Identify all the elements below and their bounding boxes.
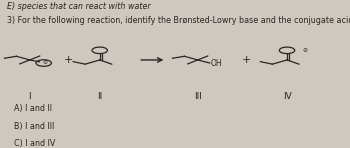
Text: ⊖: ⊖ <box>302 48 307 53</box>
Text: 3) For the following reaction, identify the Brønsted-Lowry base and the conjugat: 3) For the following reaction, identify … <box>7 16 350 25</box>
Text: IV: IV <box>283 92 291 101</box>
Text: C) I and IV: C) I and IV <box>14 139 55 148</box>
Text: II: II <box>97 92 102 101</box>
Text: III: III <box>194 92 202 101</box>
Text: +: + <box>242 55 251 65</box>
Text: OH: OH <box>210 59 222 68</box>
Text: E) species that can react with water: E) species that can react with water <box>7 2 150 11</box>
Text: I: I <box>28 92 31 101</box>
Text: A) I and II: A) I and II <box>14 104 52 113</box>
Text: ⊖: ⊖ <box>42 60 47 65</box>
Text: B) I and III: B) I and III <box>14 122 54 131</box>
Text: +: + <box>64 55 73 65</box>
